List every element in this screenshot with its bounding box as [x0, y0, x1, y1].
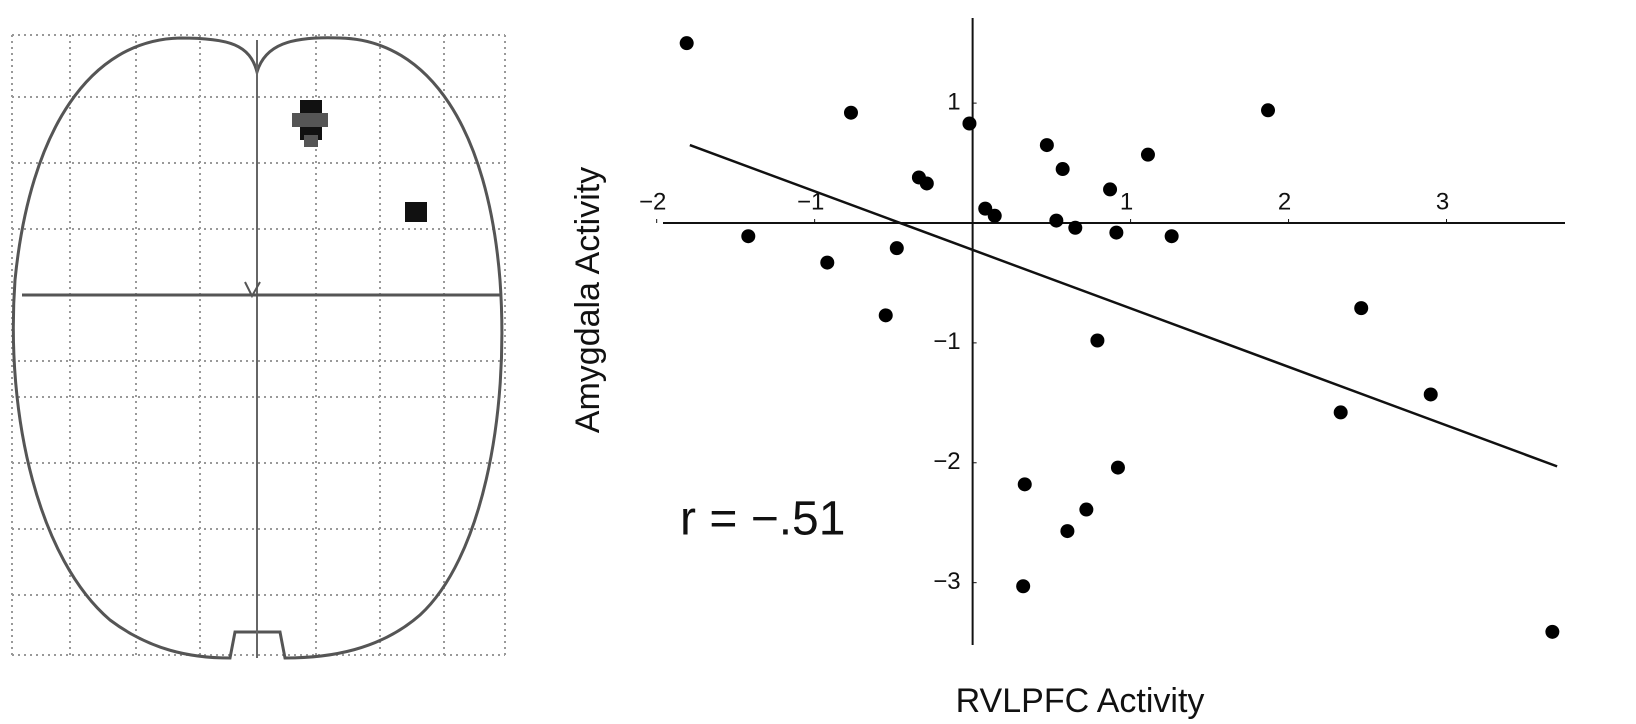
point — [1261, 103, 1276, 118]
x-tick-label: 2 — [1278, 188, 1291, 215]
point — [679, 36, 694, 51]
point — [878, 308, 893, 323]
point — [1068, 220, 1083, 235]
point — [1333, 405, 1348, 420]
point — [987, 208, 1002, 223]
y-axis-title: Amygdala Activity — [569, 167, 607, 433]
x-tick-label: 1 — [1120, 188, 1133, 215]
point — [1016, 579, 1031, 594]
point — [1060, 524, 1075, 539]
point — [1110, 460, 1125, 475]
y-tick-label: 1 — [947, 88, 960, 115]
point — [1545, 624, 1560, 639]
x-axis-title: RVLPFC Activity — [956, 682, 1205, 720]
point — [1423, 387, 1438, 402]
point — [1090, 333, 1105, 348]
x-tick-label: 3 — [1436, 188, 1449, 215]
point — [1164, 229, 1179, 244]
y-tick-label: −1 — [933, 328, 960, 355]
x-tick-label: −2 — [639, 188, 666, 215]
activation-blob — [292, 100, 427, 222]
crosshair-marker — [244, 281, 261, 299]
point — [843, 105, 858, 120]
brain-map — [11, 34, 506, 660]
point — [1039, 138, 1054, 153]
brain-outline — [11, 36, 504, 660]
point — [1109, 225, 1124, 240]
point — [1140, 147, 1155, 162]
point — [1017, 477, 1032, 492]
point — [889, 241, 904, 256]
point — [1103, 182, 1118, 197]
point — [741, 229, 756, 244]
point — [1354, 301, 1369, 316]
annotation: r = −.51 — [680, 493, 845, 546]
point — [1079, 502, 1094, 517]
point — [978, 201, 993, 216]
point — [1055, 162, 1070, 177]
trend-line — [689, 143, 1558, 468]
point — [1049, 213, 1064, 228]
point — [919, 176, 934, 191]
point — [820, 255, 835, 270]
point — [962, 116, 977, 131]
y-tick-label: −2 — [933, 448, 960, 475]
y-tick-label: −3 — [933, 568, 960, 595]
scatter-plot: RVLPFC Activity Amygdala Activity r = −.… — [569, 18, 1565, 720]
brain-grid — [11, 34, 506, 656]
